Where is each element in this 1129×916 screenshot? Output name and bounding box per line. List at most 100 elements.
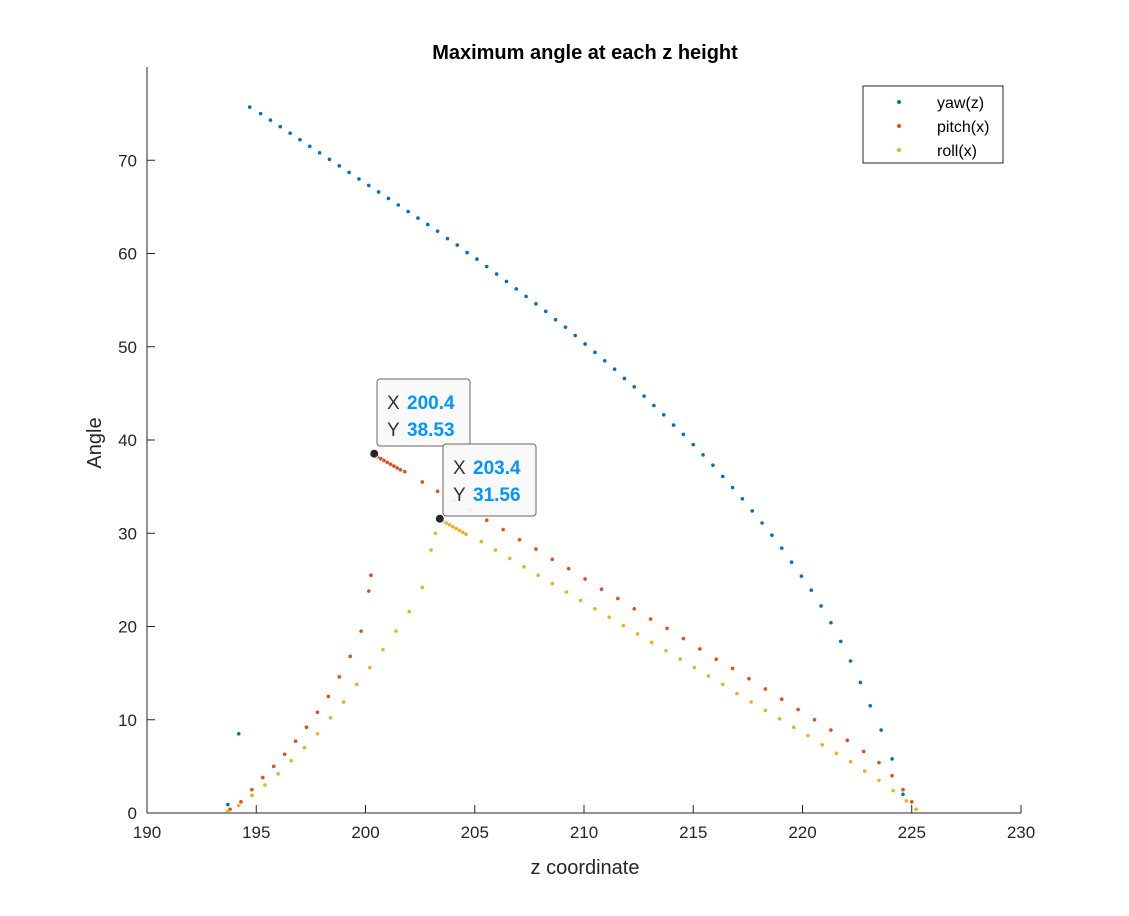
data-point	[770, 533, 774, 537]
x-tick-label: 230	[1007, 823, 1035, 842]
x-tick-label: 195	[242, 823, 270, 842]
data-point	[652, 403, 656, 408]
data-point	[479, 539, 484, 544]
data-point	[534, 547, 538, 551]
data-point	[378, 456, 383, 461]
legend-label: roll(x)	[937, 143, 977, 160]
datatip-y-key: Y	[453, 485, 466, 506]
y-tick-label: 20	[118, 618, 137, 637]
data-point	[293, 739, 298, 743]
series-1	[228, 451, 914, 812]
data-point	[239, 800, 243, 804]
data-point	[337, 675, 342, 679]
data-point	[403, 469, 407, 474]
data-point	[735, 691, 739, 696]
data-point	[649, 640, 654, 645]
x-tick-label: 190	[133, 823, 161, 842]
data-point	[395, 466, 399, 470]
data-point	[435, 229, 440, 233]
data-point	[806, 733, 810, 738]
data-point	[799, 574, 804, 578]
data-point	[435, 489, 440, 494]
data-point	[348, 654, 353, 659]
data-point	[714, 657, 718, 661]
data-point	[848, 759, 853, 764]
x-tick-label: 225	[898, 823, 926, 842]
data-point	[829, 620, 833, 625]
axes: 190 195 200 205 210 215 220 225 230 0 10 20 30 40 50 6…	[118, 67, 1035, 842]
data-point	[602, 358, 607, 363]
data-point	[593, 606, 597, 611]
data-point	[829, 728, 833, 732]
data-point	[720, 682, 725, 687]
data-point	[536, 573, 540, 578]
data-point	[347, 170, 351, 175]
data-point	[777, 717, 782, 721]
data-point	[681, 636, 686, 641]
data-point	[522, 565, 526, 569]
legend-marker	[897, 100, 901, 104]
datatip[interactable]: X 203.4 Y 31.56	[434, 443, 537, 524]
data-point	[534, 302, 538, 306]
series-layer	[226, 105, 918, 813]
data-point	[385, 460, 390, 465]
data-point	[484, 264, 489, 269]
data-point	[621, 623, 626, 628]
data-point	[464, 532, 468, 536]
data-point	[315, 710, 320, 715]
legend[interactable]: yaw(z) pitch(x) roll(x)	[862, 85, 1004, 164]
chart-title: Maximum angle at each z height	[432, 42, 738, 64]
data-point	[868, 703, 873, 708]
y-tick-label: 50	[118, 338, 137, 357]
data-point	[447, 523, 452, 527]
data-point	[507, 556, 512, 561]
y-tick-label: 60	[118, 245, 137, 264]
data-point	[891, 788, 895, 793]
data-point	[457, 528, 462, 533]
data-point	[779, 697, 784, 702]
data-point	[563, 325, 568, 329]
x-axis-label: z coordinate	[531, 857, 640, 879]
data-point	[622, 376, 627, 381]
data-point	[730, 666, 735, 671]
series-0	[226, 105, 905, 807]
data-point	[760, 521, 764, 525]
legend-label: yaw(z)	[937, 95, 984, 112]
data-point	[665, 626, 669, 631]
data-point	[475, 257, 479, 261]
data-point	[420, 480, 425, 484]
data-point	[368, 665, 372, 670]
data-point	[304, 725, 309, 730]
datatip[interactable]: X 200.4 Y 38.53	[369, 378, 471, 459]
data-point	[648, 617, 653, 621]
data-point	[337, 164, 342, 168]
data-point	[914, 807, 918, 812]
data-point	[263, 783, 267, 787]
data-point	[444, 521, 449, 525]
datatip-x-value: 203.4	[473, 458, 521, 479]
data-point	[573, 333, 578, 338]
legend-box	[862, 85, 1004, 164]
legend-marker	[897, 148, 901, 152]
y-tick-label: 0	[128, 804, 137, 823]
data-point	[862, 769, 867, 773]
data-point	[901, 792, 905, 797]
data-point	[763, 687, 768, 691]
data-point	[298, 137, 302, 142]
data-point	[465, 250, 469, 255]
datatip-x-key: X	[387, 393, 400, 414]
data-point	[494, 272, 499, 276]
data-point	[493, 548, 498, 552]
data-point	[747, 676, 751, 681]
data-point	[564, 590, 569, 594]
data-point	[276, 772, 280, 776]
data-point	[858, 680, 863, 685]
data-point	[517, 537, 522, 542]
data-point	[691, 442, 696, 447]
data-point	[612, 367, 617, 371]
data-point	[460, 530, 465, 535]
data-point	[369, 573, 373, 578]
data-point	[879, 728, 883, 732]
data-point	[315, 731, 320, 736]
data-point	[258, 111, 263, 116]
